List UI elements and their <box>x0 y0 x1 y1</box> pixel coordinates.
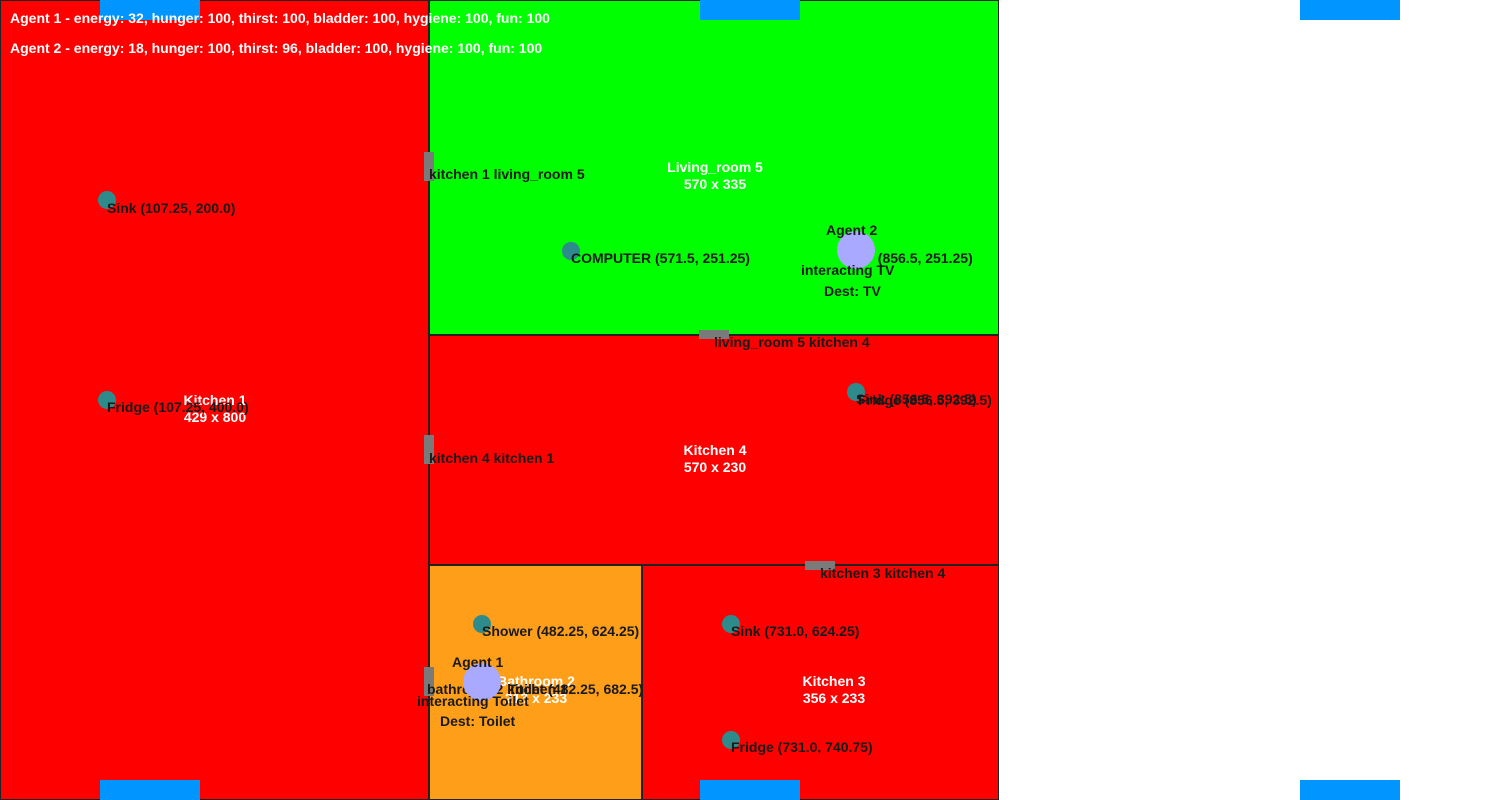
door-bathroom2-kitchen1[interactable] <box>424 667 434 696</box>
sink-object[interactable] <box>98 191 116 209</box>
room-label-kitchen-3: Kitchen 3 356 x 233 <box>754 673 914 707</box>
object-label: Toilet (482.25, 682.5) <box>508 681 644 697</box>
room-size: 356 x 233 <box>802 690 866 706</box>
fridge-object[interactable] <box>722 731 740 749</box>
edge-marker-bottom <box>100 780 200 800</box>
door-label: kitchen 1 living_room 5 <box>429 166 585 182</box>
edge-marker-bottom <box>1300 780 1400 800</box>
door-kitchen1-livingroom5[interactable] <box>424 152 434 181</box>
agent-1-status: interacting Toilet <box>417 693 529 709</box>
room-label-kitchen-4: Kitchen 4 570 x 230 <box>635 442 795 476</box>
sink-object[interactable] <box>847 383 865 401</box>
object-label: Fridge (731.0, 740.75) <box>731 739 873 755</box>
edge-marker-top <box>100 0 200 20</box>
agent-2-destination: Dest: TV <box>824 283 881 299</box>
room-label-bathroom-2: Bathroom 2 213 x 233 <box>456 673 616 707</box>
edge-marker-top <box>700 0 800 20</box>
computer-object[interactable] <box>562 242 580 260</box>
room-living-room-5: Living_room 5 570 x 335 <box>429 0 999 335</box>
door-kitchen4-kitchen1[interactable] <box>424 435 434 464</box>
door-livingroom5-kitchen4[interactable] <box>699 330 729 339</box>
room-name: Bathroom 2 <box>497 673 575 689</box>
agent-1-name: Agent 1 <box>452 654 504 670</box>
object-label: Sink (107.25, 200.0) <box>107 200 236 216</box>
room-size: 213 x 233 <box>504 690 568 706</box>
object-label: Fridge (856.5, 392.5) <box>858 392 992 408</box>
agent-2-status: interacting TV <box>801 262 895 278</box>
sink-object[interactable] <box>722 615 740 633</box>
agent-2-avatar[interactable] <box>837 231 875 269</box>
agent-2-name: Agent 2 <box>826 222 878 238</box>
room-kitchen-4: Kitchen 4 570 x 230 <box>429 335 999 565</box>
object-label: TV (856.5, 251.25) <box>856 250 973 266</box>
room-size: 429 x 800 <box>183 409 247 425</box>
room-name: Kitchen 1 <box>183 392 247 408</box>
agent-1-stats: Agent 1 - energy: 32, hunger: 100, thirs… <box>10 10 550 26</box>
room-size: 570 x 230 <box>683 459 747 475</box>
door-label: kitchen 4 kitchen 1 <box>429 450 555 466</box>
agent-1-destination: Dest: Toilet <box>440 713 516 729</box>
edge-marker-top <box>1300 0 1400 20</box>
door-kitchen3-kitchen4[interactable] <box>805 561 835 570</box>
object-label: Fridge (107.25, 400.0) <box>107 399 249 415</box>
object-label: COMPUTER (571.5, 251.25) <box>571 250 750 266</box>
room-kitchen-3: Kitchen 3 356 x 233 <box>642 565 999 800</box>
agent-2-stats: Agent 2 - energy: 18, hunger: 100, thirs… <box>10 40 543 56</box>
room-label-living-room-5: Living_room 5 570 x 335 <box>635 159 795 193</box>
room-kitchen-1: Kitchen 1 429 x 800 <box>0 0 429 800</box>
room-label-kitchen-1: Kitchen 1 429 x 800 <box>135 392 295 426</box>
object-label: Sink (731.0, 624.25) <box>731 623 860 639</box>
object-label: Sink (856.5, 392.5) <box>856 391 977 407</box>
room-name: Kitchen 3 <box>802 673 866 689</box>
object-label: Shower (482.25, 624.25) <box>482 623 640 639</box>
room-name: Living_room 5 <box>667 159 763 175</box>
room-name: Kitchen 4 <box>683 442 747 458</box>
room-size: 570 x 335 <box>683 176 747 192</box>
door-label: kitchen 3 kitchen 4 <box>820 565 946 581</box>
fridge-object[interactable] <box>98 391 116 409</box>
edge-marker-bottom <box>700 780 800 800</box>
shower-object[interactable] <box>473 615 491 633</box>
door-label: living_room 5 kitchen 4 <box>714 334 870 350</box>
agent-1-avatar[interactable] <box>463 663 501 701</box>
